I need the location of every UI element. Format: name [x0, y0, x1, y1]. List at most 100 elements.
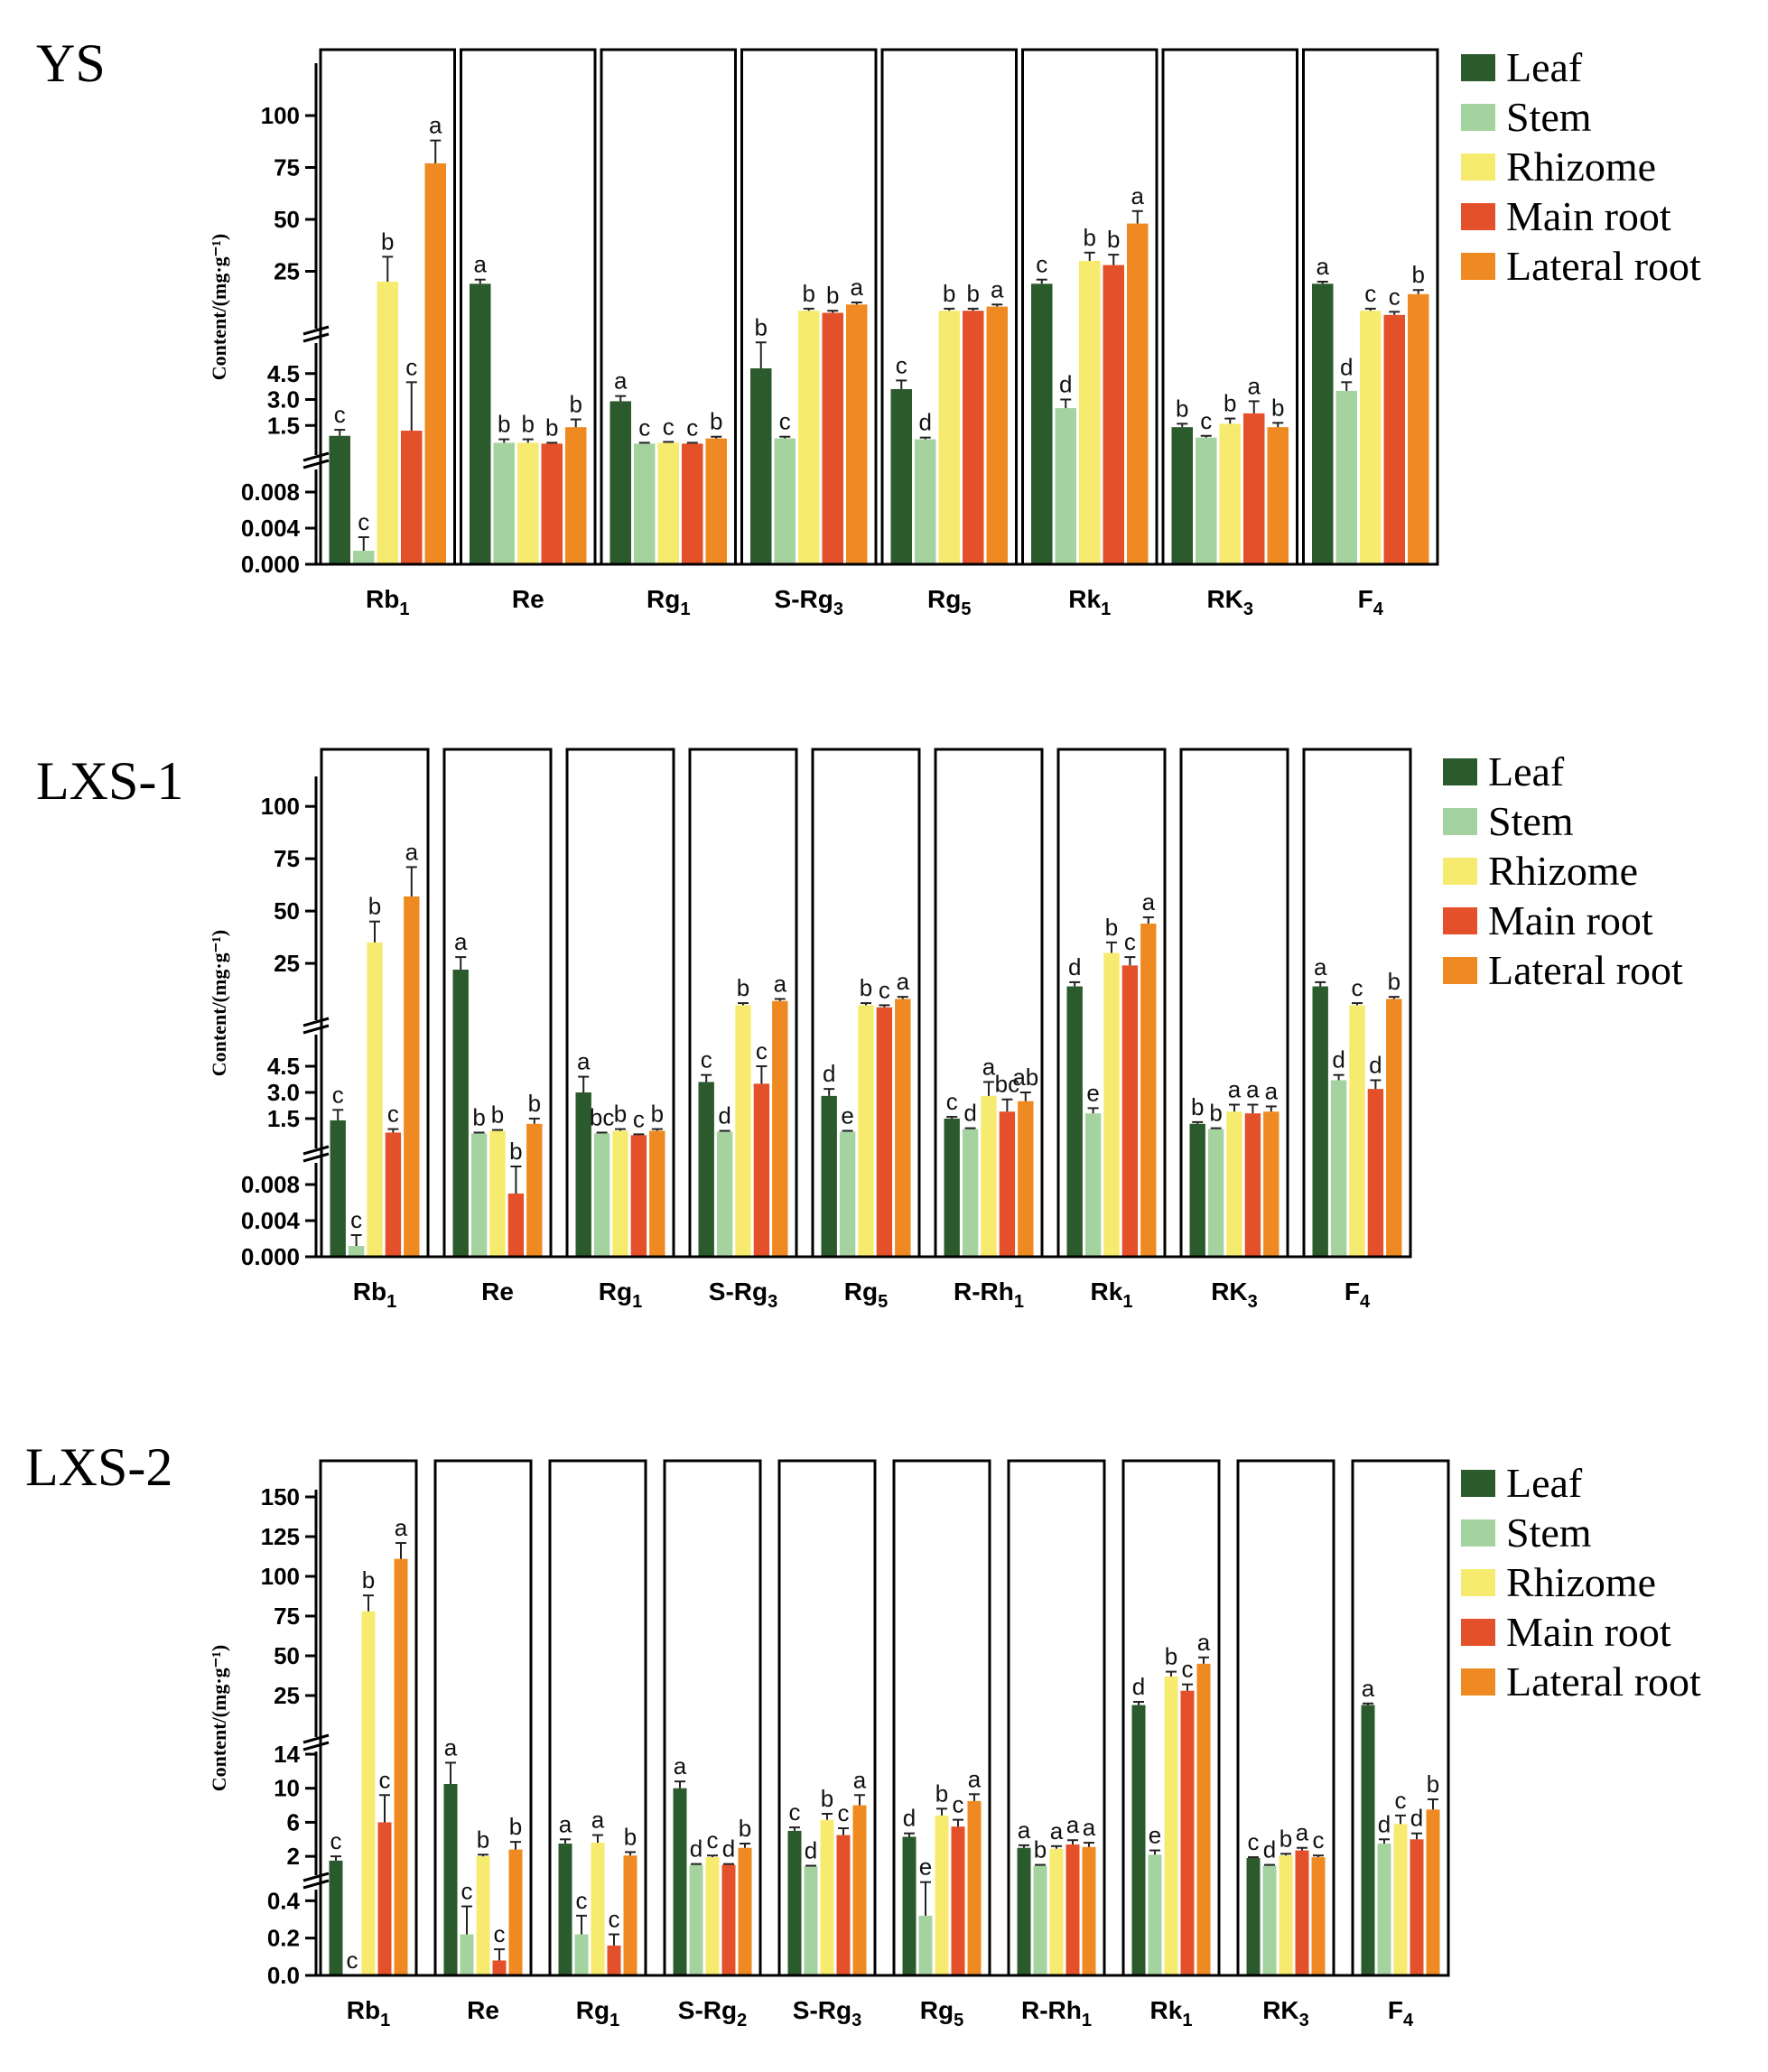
significance-letter: a [774, 970, 787, 997]
bar-leaf [1131, 1705, 1146, 1975]
legend-swatch [1461, 203, 1495, 230]
axis-break-mark [302, 1872, 330, 1882]
bar-rhizome [798, 311, 820, 564]
bar-lateral-root [1140, 924, 1157, 1257]
significance-letter: b [935, 1779, 948, 1807]
bar-main-root [385, 1132, 402, 1257]
significance-letter: b [1209, 1100, 1222, 1127]
legend-label: Rhizome [1506, 144, 1656, 190]
significance-letter: c [405, 353, 417, 380]
bar-stem [1335, 390, 1357, 564]
category-label: RK3 [1211, 1278, 1258, 1312]
category-label: Re [481, 1278, 514, 1305]
significance-letter: d [823, 1060, 835, 1087]
significance-letter: c [609, 1906, 620, 1933]
significance-letter: d [1263, 1836, 1276, 1863]
category-label: Rb1 [347, 1996, 390, 2030]
bar-lateral-root [705, 438, 727, 564]
significance-letter: e [841, 1102, 853, 1129]
y-tick-label: 0.000 [241, 1243, 300, 1270]
bar-lateral-root [1386, 999, 1402, 1257]
category-label: Rg5 [920, 1996, 963, 2030]
y-tick-label: 150 [261, 1483, 300, 1510]
significance-letter: a [897, 968, 910, 995]
bar-leaf [1361, 1705, 1375, 1975]
bar-stem [716, 1131, 733, 1257]
legend-label: Stem [1506, 1510, 1592, 1556]
y-tick-label: 0.000 [241, 551, 300, 578]
y-axis-label: Content/(mg·g⁻¹) [208, 1645, 230, 1791]
chart-title: YS [36, 33, 106, 93]
axis-break-mark [302, 1733, 330, 1744]
bar-leaf [443, 1784, 458, 1975]
bar-rhizome [705, 1857, 720, 1975]
bar-stem [804, 1866, 818, 1975]
bar-stem [839, 1131, 856, 1257]
bar-main-root [1180, 1690, 1195, 1975]
legend-swatch [1461, 1619, 1495, 1646]
axis-break-mark [302, 1741, 330, 1751]
bar-main-root [963, 311, 984, 564]
significance-letter: a [853, 1766, 867, 1793]
significance-letter: d [1059, 371, 1072, 398]
bar-stem [915, 439, 936, 564]
bar-main-root [836, 1835, 851, 1975]
category-label: R-Rh1 [954, 1278, 1024, 1312]
y-tick-label: 4.5 [267, 360, 300, 387]
y-tick-label: 100 [261, 1563, 300, 1590]
significance-letter: c [701, 1046, 712, 1073]
significance-letter: b [1105, 914, 1118, 941]
bar-lateral-root [1263, 1111, 1279, 1257]
significance-letter: c [789, 1798, 801, 1826]
bar-leaf [673, 1788, 687, 1975]
significance-letter: c [387, 1101, 399, 1128]
significance-letter: b [570, 391, 582, 418]
significance-letter: b [498, 411, 510, 438]
bar-rhizome [1049, 1848, 1064, 1975]
bar-stem [574, 1934, 589, 1975]
significance-letter: b [614, 1101, 627, 1128]
significance-letter: b [821, 1785, 833, 1812]
bar-leaf [470, 283, 491, 564]
bar-leaf [1312, 283, 1334, 564]
y-tick-label: 3.0 [267, 386, 300, 413]
significance-letter: d [1340, 353, 1353, 380]
significance-letter: a [1246, 1076, 1260, 1103]
group-5: de b c a Rg5 [811, 748, 921, 1312]
significance-letter: a [1197, 1629, 1211, 1656]
bar-rhizome [1226, 1111, 1242, 1257]
axis-break-mark [302, 1152, 330, 1163]
bar-lateral-root [394, 1558, 408, 1975]
bar-stem [774, 438, 796, 564]
y-tick-label: 2 [287, 1843, 300, 1870]
category-label: R-Rh1 [1021, 1996, 1092, 2030]
bar-leaf [902, 1836, 917, 1975]
bar-rhizome [612, 1130, 628, 1257]
bar-rhizome [938, 311, 960, 564]
significance-letter: b [967, 280, 980, 307]
significance-letter: d [805, 1837, 817, 1864]
group-7: aba a aR-Rh1 [1007, 1459, 1106, 2030]
bar-lateral-root [404, 896, 420, 1257]
bar-lateral-root [623, 1855, 637, 1975]
legend-label: Main root [1506, 1609, 1671, 1655]
significance-letter: b [1224, 390, 1236, 417]
category-label: Rg1 [647, 585, 690, 619]
significance-letter: d [722, 1835, 735, 1863]
category-label: S-Rg3 [793, 1996, 861, 2030]
group-3: a c a c b Rg1 [548, 1459, 647, 2030]
bar-stem [1055, 408, 1076, 564]
significance-letter: a [444, 1733, 458, 1761]
bar-stem [962, 1129, 979, 1257]
significance-letter: c [1389, 283, 1400, 310]
bar-lateral-root [1082, 1846, 1096, 1975]
bar-leaf [575, 1092, 591, 1257]
y-tick-label: 4.5 [267, 1053, 300, 1080]
significance-letter: a [1248, 372, 1261, 399]
legend-swatch [1461, 1569, 1495, 1596]
significance-letter: d [690, 1835, 703, 1863]
legend-swatch [1443, 758, 1477, 785]
